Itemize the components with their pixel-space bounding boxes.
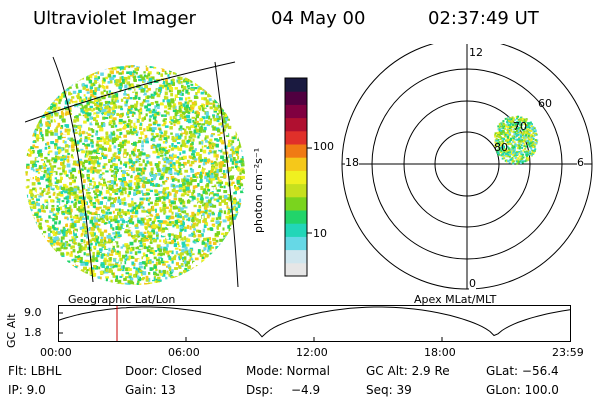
- mlt-label-0: 0: [469, 277, 476, 290]
- polar-plot: [341, 44, 593, 290]
- time-label: 02:37:49 UT: [428, 8, 539, 29]
- dsp-value: −4.9: [291, 383, 321, 397]
- time-tick-2359: 23:59: [552, 346, 584, 359]
- altitude-ylabel: GC Alt: [5, 313, 18, 348]
- door-field: Door: Closed: [125, 364, 202, 378]
- colorbar-label-10: 10: [313, 227, 327, 240]
- glat-field: GLat: −56.4: [486, 364, 559, 378]
- uv-intensity-speckle: [25, 65, 245, 285]
- colorbar: [284, 77, 312, 277]
- mlat-label-80: 80: [494, 141, 508, 154]
- meridian-line-left: [52, 56, 94, 283]
- mlat-label-60: 60: [538, 97, 552, 110]
- mlt-label-12: 12: [469, 46, 483, 59]
- meridian-line-right: [214, 61, 239, 288]
- date-label: 04 May 00: [271, 8, 366, 29]
- latitude-line: [25, 61, 236, 123]
- altitude-ytick-9: 9.0: [24, 306, 42, 319]
- geographic-image: [25, 56, 245, 288]
- ip-field: IP: 9.0: [8, 383, 46, 397]
- flt-field: Flt: LBHL: [8, 364, 62, 378]
- auroral-oval: [494, 115, 539, 165]
- altitude-curve: [58, 306, 571, 338]
- left-map-caption: Geographic Lat/Lon: [68, 293, 176, 306]
- mlt-label-6: 6: [577, 156, 584, 169]
- gc-alt-field: GC Alt: 2.9 Re: [366, 364, 450, 378]
- colorbar-label-100: 100: [313, 140, 334, 153]
- seq-field: Seq: 39: [366, 383, 412, 397]
- time-tick-1200: 12:00: [296, 346, 328, 359]
- altitude-plot: [58, 305, 571, 342]
- altitude-ytick-1-8: 1.8: [24, 326, 42, 339]
- colorbar-scale: [285, 78, 307, 277]
- polar-plot-caption: Apex MLat/MLT: [414, 293, 497, 306]
- time-tick-1800: 18:00: [424, 346, 456, 359]
- time-tick-0600: 06:00: [168, 346, 200, 359]
- time-tick-0000: 00:00: [40, 346, 72, 359]
- glon-field: GLon: 100.0: [486, 383, 559, 397]
- instrument-title: Ultraviolet Imager: [33, 8, 196, 29]
- mlt-label-18: 18: [345, 156, 359, 169]
- dsp-label: Dsp:: [246, 383, 274, 397]
- mode-field: Mode: Normal: [246, 364, 330, 378]
- mlat-label-70: 70: [513, 120, 527, 133]
- altitude-plot-frame: [58, 305, 571, 342]
- gain-field: Gain: 13: [125, 383, 176, 397]
